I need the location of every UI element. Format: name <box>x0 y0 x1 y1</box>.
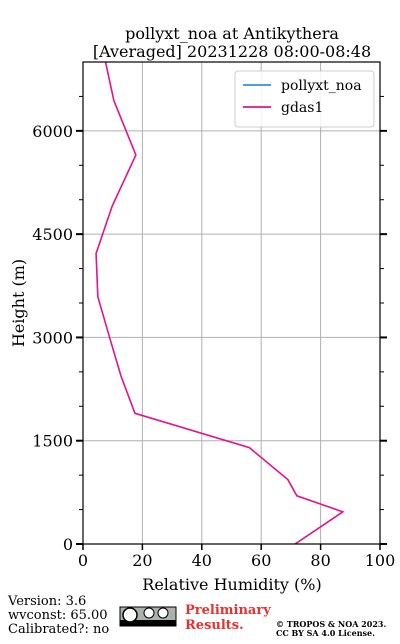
chart-subtitle: [Averaged] 20231228 08:00-08:48 <box>93 42 371 61</box>
x-tick-label: 20 <box>132 551 152 570</box>
y-tick-label: 3000 <box>32 328 73 347</box>
plot-frame <box>82 61 381 545</box>
x-tick-label: 100 <box>365 551 396 570</box>
license: CC BY SA 4.0 License. <box>276 628 375 638</box>
version: Version: 3.6 <box>7 594 86 609</box>
x-tick-label: 80 <box>310 551 330 570</box>
preliminary: Preliminary <box>185 603 271 618</box>
chart-title: pollyxt_noa at Antikythera <box>125 24 339 43</box>
y-tick-label: 1500 <box>32 432 73 451</box>
x-tick-label: 40 <box>192 551 212 570</box>
legend: pollyxt_noa gdas1 <box>234 70 375 128</box>
legend-label: pollyxt_noa <box>281 78 362 94</box>
y-axis-label: Height (m) <box>9 259 28 347</box>
y-tick-label: 0 <box>63 535 73 554</box>
footer: Version: 3.6 wvconst: 65.00 Calibrated?:… <box>7 594 386 638</box>
results: Results. <box>185 618 244 633</box>
x-axis-label: Relative Humidity (%) <box>142 575 321 594</box>
legend-label: gdas1 <box>281 100 323 116</box>
y-tick-label: 6000 <box>32 122 73 141</box>
y-tick-label: 4500 <box>32 225 73 244</box>
x-tick-label: 0 <box>78 551 88 570</box>
calibrated: Calibrated?: no <box>8 622 109 637</box>
copyright: © TROPOS & NOA 2023. <box>276 619 386 629</box>
wvconst: wvconst: 65.00 <box>8 608 108 623</box>
cc-logo <box>119 606 177 627</box>
series-line <box>95 62 345 544</box>
x-tick-label: 60 <box>251 551 271 570</box>
